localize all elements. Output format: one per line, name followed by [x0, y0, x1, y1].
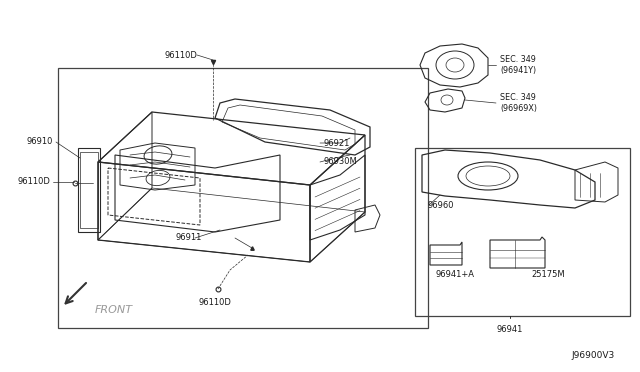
Text: SEC. 349
(96941Y): SEC. 349 (96941Y) — [500, 55, 536, 75]
Text: J96900V3: J96900V3 — [572, 351, 615, 360]
Text: 96910: 96910 — [27, 138, 53, 147]
Text: 25175M: 25175M — [531, 270, 565, 279]
Text: 96930M: 96930M — [323, 157, 356, 167]
Text: SEC. 349
(96969X): SEC. 349 (96969X) — [500, 93, 537, 113]
Text: 96110D: 96110D — [198, 298, 232, 307]
Text: 96941: 96941 — [497, 325, 523, 334]
Text: 96911: 96911 — [175, 234, 202, 243]
Text: 96941+A: 96941+A — [435, 270, 474, 279]
Text: 96921: 96921 — [323, 138, 349, 148]
Text: 96960: 96960 — [428, 201, 454, 209]
Text: 96110D: 96110D — [164, 51, 197, 60]
Text: FRONT: FRONT — [95, 305, 133, 315]
Text: 96110D: 96110D — [17, 177, 50, 186]
